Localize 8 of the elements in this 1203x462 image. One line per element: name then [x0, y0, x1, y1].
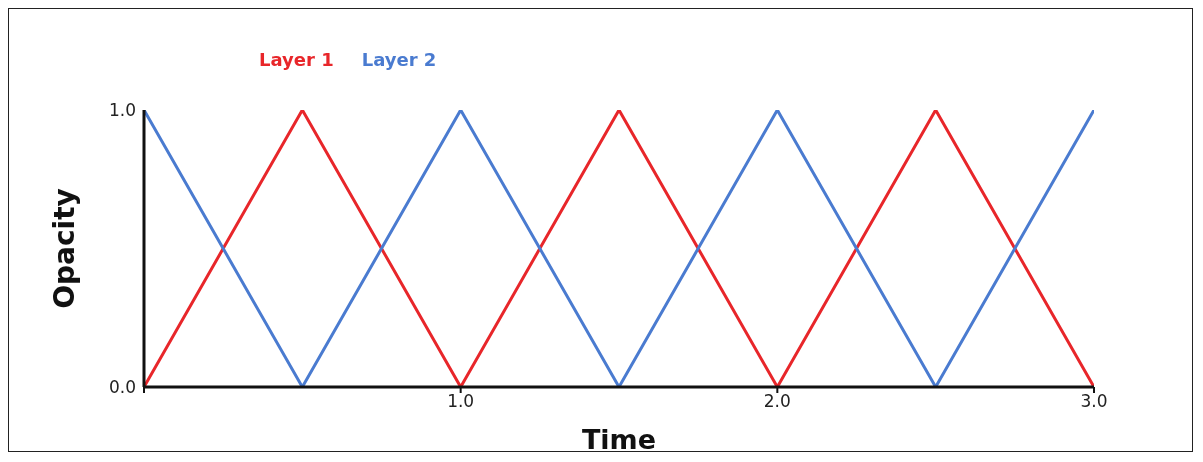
x-tick-label: 3.0	[1080, 391, 1108, 412]
x-axis-title: Time	[581, 424, 657, 455]
y-tick-label: 0.0	[108, 377, 136, 398]
x-tick-label: 2.0	[763, 391, 791, 412]
text: Layer 2	[361, 49, 437, 70]
x-tick-label: 1.0	[447, 391, 475, 412]
y-axis-title: Opacity	[47, 188, 81, 309]
text: Layer 1	[259, 49, 334, 70]
